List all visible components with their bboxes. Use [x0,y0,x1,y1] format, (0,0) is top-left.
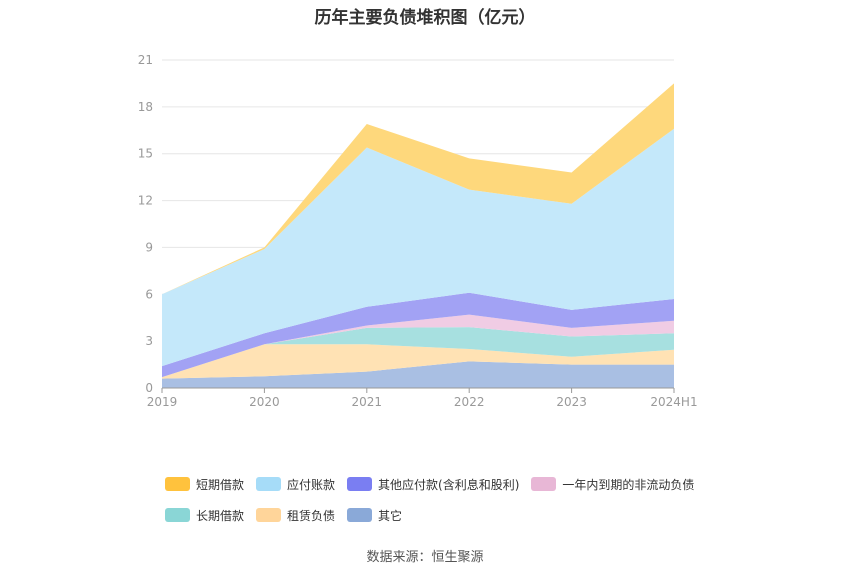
y-tick-label: 6 [145,287,153,301]
x-tick-label: 2023 [556,395,587,409]
y-tick-label: 12 [138,194,153,208]
legend-item-accounts-payable[interactable]: 应付账款 [256,476,335,493]
legend-label: 长期借款 [196,508,245,523]
x-tick-label: 2021 [352,395,383,409]
legend-swatch [347,508,373,522]
x-tick-label: 2024H1 [650,395,697,409]
y-tick-label: 0 [145,381,153,395]
legend-item-current-portion-noncurrent[interactable]: 一年内到期的非流动负债 [531,476,694,493]
legend-label: 租赁负债 [287,508,336,523]
legend-swatch [165,508,190,522]
legend-label: 应付账款 [287,477,336,492]
legend-label: 其它 [378,508,403,523]
legend-row-2: 长期借款 租赁负债 其它 [165,504,725,526]
legend-swatch [531,477,557,491]
x-tick-label: 2020 [249,395,280,409]
legend-label: 其他应付款(含利息和股利) [378,477,520,492]
y-tick-label: 18 [138,100,153,114]
legend-row-1: 短期借款 应付账款 其他应付款(含利息和股利) 一年内到期的非流动负债 [165,473,725,495]
area-series-group [162,83,674,388]
x-tick-label: 2019 [147,395,178,409]
y-tick-label: 15 [138,147,153,161]
legend-item-others[interactable]: 其它 [347,507,402,524]
area-series [162,314,674,378]
legend-swatch [256,508,282,522]
legend-swatch [165,477,190,491]
x-tick-label: 2022 [454,395,485,409]
legend-swatch [256,477,282,491]
area-series [162,361,674,388]
area-series [162,83,674,295]
area-series [162,128,674,367]
legend: 短期借款 应付账款 其他应付款(含利息和股利) 一年内到期的非流动负债 长期借款… [165,473,725,535]
y-tick-label: 9 [145,240,153,254]
y-tick-label: 21 [138,53,153,67]
axes: 0 3 6 9 12 15 18 21 2019 2020 2021 2022 2023 2024H1 [138,53,698,409]
area-series [162,292,674,378]
legend-item-lease-liabilities[interactable]: 租赁负债 [256,507,335,524]
legend-label: 短期借款 [196,477,245,492]
area-series [162,344,674,379]
data-source-note: 数据来源：恒生聚源 [366,550,484,565]
legend-item-short-term-loans[interactable]: 短期借款 [165,476,244,493]
chart-title: 历年主要负债堆积图（亿元） [314,8,536,28]
legend-item-long-term-loans[interactable]: 长期借款 [165,507,244,524]
area-series [162,327,674,378]
legend-label: 一年内到期的非流动负债 [562,477,695,492]
y-tick-label: 3 [145,334,153,348]
legend-swatch [347,477,373,491]
legend-item-other-payables[interactable]: 其他应付款(含利息和股利) [347,476,519,493]
